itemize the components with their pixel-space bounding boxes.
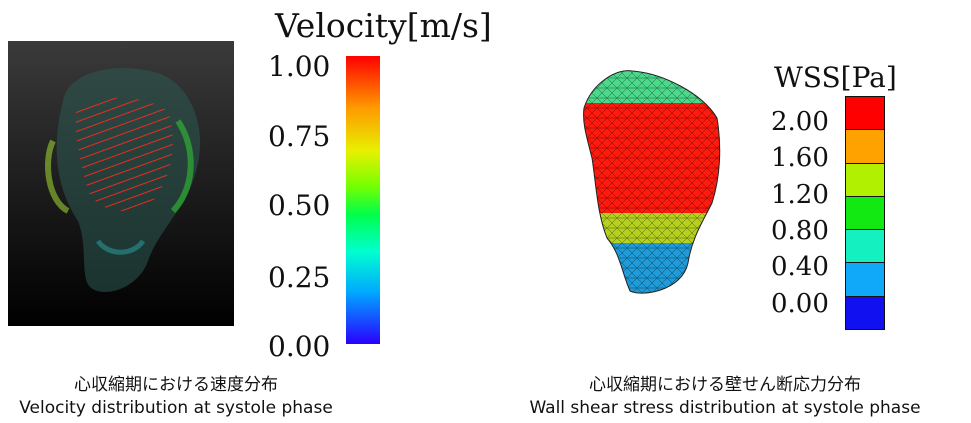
wss-colorbar-band <box>846 130 884 164</box>
velocity-tick-0-50: 0.50 <box>268 189 331 222</box>
wss-caption-ja: 心収縮期における壁せん断応力分布 <box>589 375 861 395</box>
wss-colorbar-band <box>846 163 884 197</box>
velocity-tick-0-00: 0.00 <box>268 330 331 363</box>
wss-tick-0-40: 0.40 <box>771 252 829 282</box>
wss-colorbar-band <box>846 196 884 231</box>
wss-caption-en: Wall shear stress distribution at systol… <box>529 398 921 418</box>
wss-tick-1-60: 1.60 <box>771 143 829 173</box>
velocity-caption-en: Velocity distribution at systole phase <box>19 398 333 418</box>
velocity-render-image <box>8 41 234 326</box>
wss-tick-0-00: 0.00 <box>771 289 829 319</box>
wss-tick-2-00: 2.00 <box>771 107 829 137</box>
velocity-tick-0-75: 0.75 <box>268 120 331 153</box>
wss-colorbar-band <box>846 97 884 131</box>
velocity-colorbar <box>346 56 380 344</box>
wss-colorbar-band <box>846 263 884 297</box>
wss-colorbar-band <box>846 296 884 329</box>
wss-tick-0-80: 0.80 <box>771 216 829 246</box>
velocity-caption: 心収縮期における速度分布 Velocity distribution at sy… <box>0 374 352 420</box>
velocity-tick-1-00: 1.00 <box>268 50 331 83</box>
wss-colorbar <box>845 96 885 330</box>
wss-colorbar-band <box>846 230 884 264</box>
velocity-legend-title: Velocity[m/s] <box>275 6 492 45</box>
wss-tick-1-20: 1.20 <box>771 180 829 210</box>
wss-caption: 心収縮期における壁せん断応力分布 Wall shear stress distr… <box>490 374 960 420</box>
wss-render-image <box>583 70 721 294</box>
wss-legend-title: WSS[Pa] <box>774 61 897 94</box>
velocity-caption-ja: 心収縮期における速度分布 <box>74 375 278 395</box>
velocity-tick-0-25: 0.25 <box>268 261 331 294</box>
